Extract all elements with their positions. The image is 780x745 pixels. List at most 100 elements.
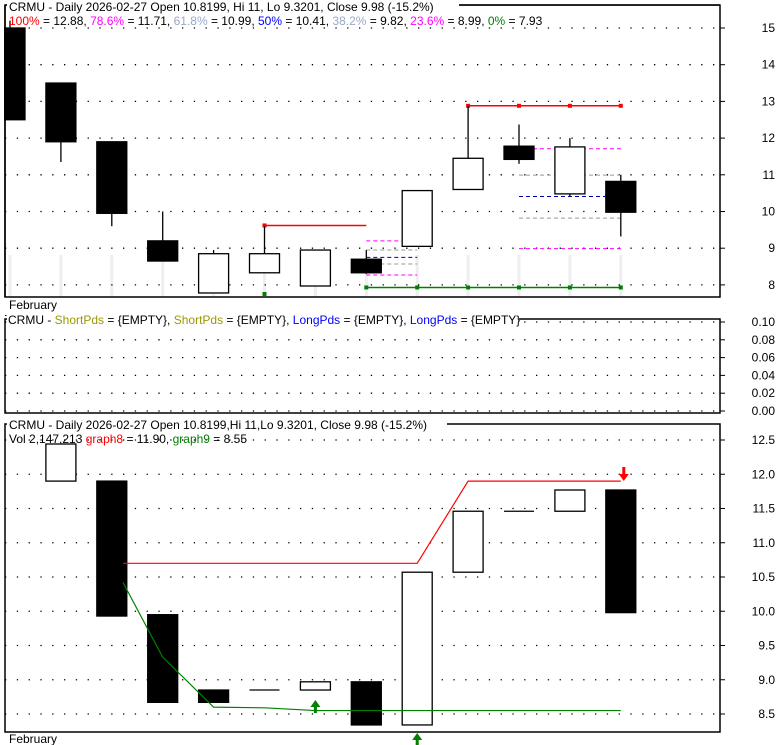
candle-body <box>605 180 637 213</box>
fib-legend-label: 0% <box>488 14 506 28</box>
header-bg <box>7 0 459 12</box>
header-part: = {EMPTY}, <box>223 313 293 327</box>
header-part: = {EMPTY} <box>457 313 520 327</box>
fib-legend-value: = 8.99, <box>444 14 488 28</box>
y-tick-label: 0.00 <box>752 404 776 418</box>
fib-legend-label: 38.2% <box>332 14 366 28</box>
buy-arrow-icon <box>412 733 423 740</box>
y-tick-label: 9.5 <box>758 639 775 653</box>
y-tick-label: 11.0 <box>753 536 776 550</box>
y-tick-label: 9.0 <box>758 673 775 687</box>
signal-legend: Vol 2,147,213 graph8 = 11.90, graph9 = 8… <box>9 432 247 446</box>
level-dot <box>618 103 623 108</box>
frame-notch <box>5 315 7 316</box>
header-part: ShortPds <box>55 313 104 327</box>
y-tick-label: 8 <box>768 278 775 292</box>
fib-legend-value: = 12.88, <box>40 14 90 28</box>
fib-legend-value: = 10.41, <box>282 14 332 28</box>
x-axis-label: February <box>9 298 57 312</box>
marker-dot <box>262 291 267 296</box>
y-tick-label: 14 <box>762 58 776 72</box>
level-dot <box>618 285 623 290</box>
buy-arrow-shaft <box>415 739 419 745</box>
header-part: LongPds <box>410 313 457 327</box>
candle-body <box>96 480 128 617</box>
y-tick-label: 0.04 <box>752 368 776 382</box>
candle-body <box>197 253 230 294</box>
graph8-line <box>123 480 621 564</box>
y-tick-label: 0.02 <box>752 386 776 400</box>
candle-body <box>0 27 26 121</box>
fib-legend-label: 78.6% <box>90 14 124 28</box>
candle-body <box>147 240 179 262</box>
candle-body <box>45 443 77 482</box>
y-tick-label: 10 <box>762 205 776 219</box>
candle-body <box>554 146 586 195</box>
legend-part: Vol 2,147,213 <box>9 432 86 446</box>
level-dot <box>262 223 267 228</box>
signal-panel[interactable]: 12.5 12.0 11.5 11.0 10.5 10.0 9.5 9.0 8.5 CRMU - … <box>4 418 776 745</box>
y-tick-label: 12.0 <box>752 467 776 481</box>
fib-legend-label: 61.8% <box>174 14 208 28</box>
periods-panel[interactable]: 0.10 0.08 0.06 0.04 0.02 0.00 CRMU - ShortPds … <box>4 313 776 418</box>
legend-part: graph8 <box>86 432 124 446</box>
level-dot <box>415 285 420 290</box>
level-dot <box>567 285 572 290</box>
candle-body <box>147 614 179 704</box>
header-part: = {EMPTY}, <box>340 313 410 327</box>
fib-legend-value: = 7.93 <box>505 14 542 28</box>
periods-panel-frame <box>4 318 721 414</box>
signal-panel-title: CRMU - Daily 2026-02-27 Open 10.8199,Hi … <box>9 418 427 432</box>
candle-body <box>350 258 382 274</box>
legend-part: = 11.90, <box>123 432 172 446</box>
y-tick-label: 13 <box>762 94 776 108</box>
clip-mask <box>0 0 4 300</box>
price-panel-title: CRMU - Daily 2026-02-27 Open 10.8199, Hi… <box>9 0 434 14</box>
header-part: CRMU - <box>8 313 55 327</box>
level-dot <box>567 103 572 108</box>
candle-body <box>452 510 484 573</box>
level-dot <box>517 103 521 108</box>
header-part: = {EMPTY}, <box>104 313 174 327</box>
y-tick-label: 10.0 <box>752 604 776 618</box>
candle-body <box>299 681 332 691</box>
y-tick-label: 0.08 <box>752 333 776 347</box>
sell-arrow-icon <box>618 474 629 481</box>
y-tick-label: 9 <box>768 241 775 255</box>
periods-panel-title: CRMU - ShortPds = {EMPTY}, ShortPds = {E… <box>8 313 520 327</box>
y-tick-label: 11.5 <box>753 502 776 516</box>
y-tick-label: 12.5 <box>752 433 776 447</box>
header-part: ShortPds <box>174 313 223 327</box>
fib-legend-value: = 9.82, <box>366 14 410 28</box>
x-axis-label: February <box>9 732 57 745</box>
candle-body <box>96 141 128 214</box>
header-bg <box>7 313 519 325</box>
price-panel[interactable]: 15 14 13 12 11 10 9 8 CRMU - Daily 2026-02-27 Op… <box>0 0 780 312</box>
sell-arrow-shaft <box>622 467 626 475</box>
y-tick-label: 11 <box>763 168 776 182</box>
candle-body <box>452 157 484 191</box>
fib-legend-value: = 11.71, <box>124 14 173 28</box>
legend-part: graph9 <box>173 432 211 446</box>
y-tick-label: 12 <box>762 131 776 145</box>
y-tick-label: 8.5 <box>758 707 775 721</box>
fib-legend-label: 100% <box>9 14 40 28</box>
fib-legend-label: 23.6% <box>410 14 444 28</box>
candle-body <box>401 189 433 248</box>
candle-body <box>401 571 433 726</box>
y-tick-label: 0.06 <box>752 351 776 365</box>
candle-body <box>554 489 586 512</box>
legend-part: = 8.55 <box>210 432 247 446</box>
level-dot <box>466 285 471 290</box>
header-bg <box>7 418 447 430</box>
buy-arrow-shaft <box>313 706 317 713</box>
candle-body <box>45 82 77 143</box>
y-tick-label: 0.10 <box>752 315 776 329</box>
header-part: LongPds <box>293 313 340 327</box>
y-tick-label: 10.5 <box>752 570 776 584</box>
fib-legend-value: = 10.99, <box>208 14 258 28</box>
fib-legend-label: 50% <box>258 14 282 28</box>
graph9-line <box>122 582 621 712</box>
buy-arrow-icon <box>310 700 321 707</box>
